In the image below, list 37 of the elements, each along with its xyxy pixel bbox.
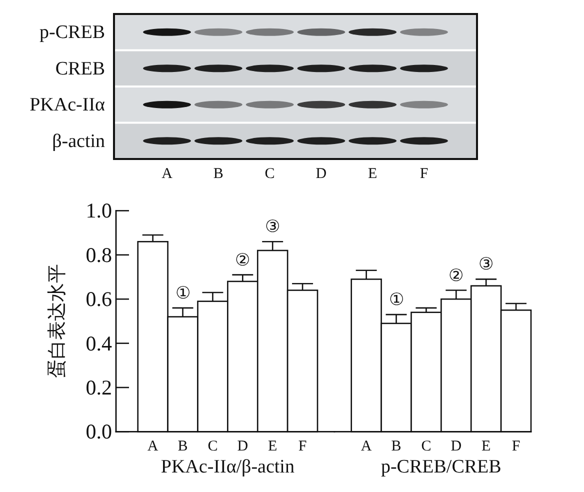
x-tick-label: D [237, 438, 248, 455]
row-label: p-CREB [40, 22, 105, 44]
row-label: CREB [55, 58, 105, 80]
annotation: ① [175, 283, 190, 302]
annotation: ③ [478, 254, 494, 274]
annotation: ① [388, 290, 404, 310]
x-tick-label: B [391, 438, 402, 455]
x-tick-label: E [268, 438, 278, 455]
row-label: β-actin [52, 130, 105, 152]
annotation: ③ [265, 217, 280, 236]
x-label: PKAc-IIα/β-actin [160, 456, 294, 478]
row-label: PKAc-IIα [30, 94, 105, 116]
x-tick-label: F [298, 438, 307, 455]
lane-label: C [264, 166, 275, 182]
x-tick-label: D [450, 438, 462, 455]
lane-label: B [213, 166, 224, 182]
annotation: ② [235, 250, 250, 270]
x-tick-label: A [360, 438, 372, 455]
y-tick-label: 0.6 [86, 287, 112, 312]
x-tick-label: C [208, 438, 218, 455]
lane-label: A [162, 166, 172, 182]
y-label: 蛋白表达水平 [47, 264, 68, 378]
x-tick-label: B [178, 438, 188, 455]
y-tick-label: 0.4 [86, 331, 112, 356]
x-tick-label: F [512, 438, 520, 455]
y-tick-label: 0.0 [86, 420, 112, 444]
x-tick-label: A [147, 438, 158, 455]
y-tick-label: 1.0 [86, 198, 112, 223]
lane-label: F [420, 166, 428, 182]
y-tick-label: 0.2 [86, 376, 112, 400]
annotation: ② [448, 266, 464, 285]
lane-label: E [368, 166, 378, 182]
y-tick-label: 0.8 [86, 242, 112, 267]
lane-label: D [316, 166, 327, 182]
x-tick-label: E [482, 438, 491, 455]
x-label: p-CREB/CREB [381, 456, 502, 478]
x-tick-label: C [421, 438, 432, 455]
